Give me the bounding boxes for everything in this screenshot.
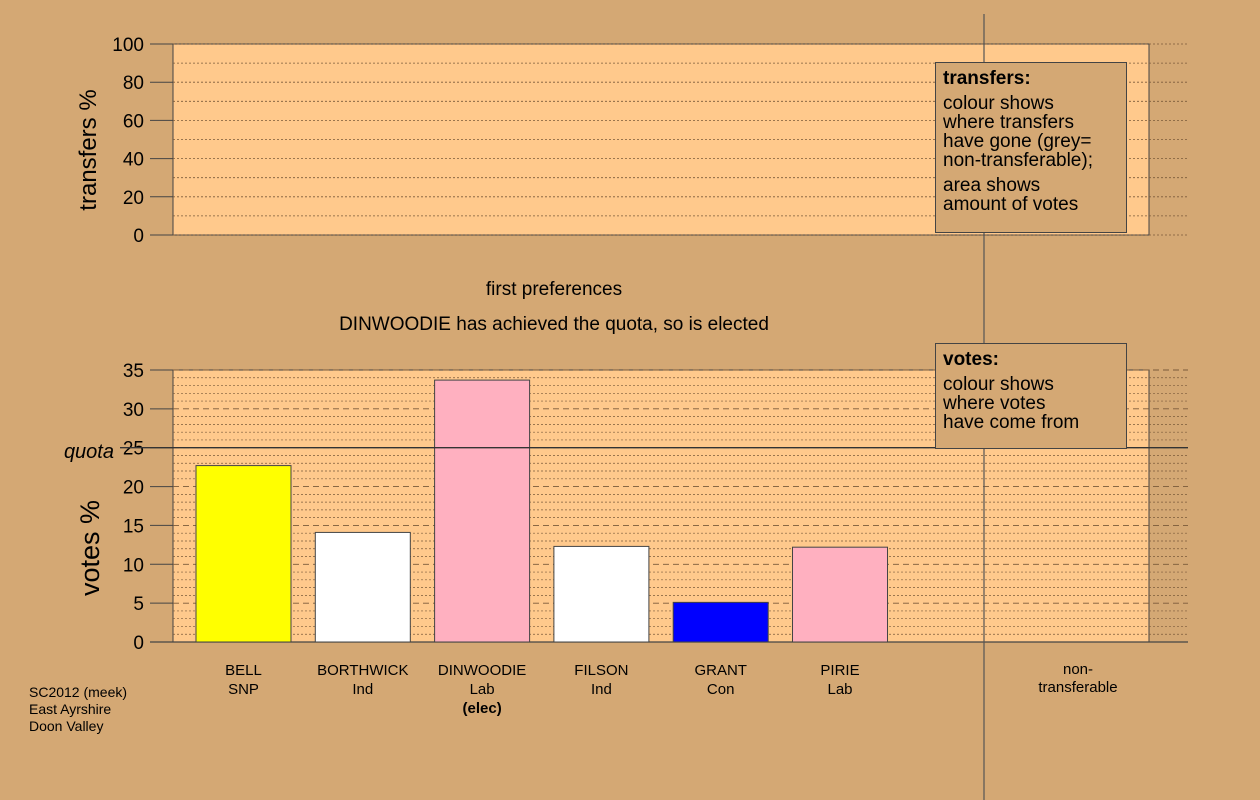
chart-title: DINWOODIE has achieved the quota, so is … — [339, 314, 769, 335]
votes-y-tick-label: 30 — [123, 400, 144, 421]
transfers-legend: transfers: colour shows where transfers … — [935, 62, 1127, 233]
votes-legend-title: votes: — [943, 349, 999, 370]
x-label-party: SNP — [228, 681, 259, 698]
source-line-2: East Ayrshire — [29, 701, 112, 717]
chart-subtitle: first preferences — [485, 279, 623, 300]
transfers-y-tick-label: 0 — [133, 226, 144, 247]
x-label-candidate: DINWOODIE — [438, 662, 526, 679]
x-label-elected: (elec) — [463, 700, 502, 717]
x-label-party: Ind — [591, 681, 612, 698]
x-label-party: Con — [707, 681, 735, 698]
source-line-3: Doon Valley — [29, 718, 104, 734]
source-note: SC2012 (meek) East Ayrshire Doon Valley — [29, 684, 127, 735]
x-label-candidate: BORTHWICK — [317, 662, 408, 679]
transfers-y-tick-label: 80 — [123, 73, 144, 94]
votes-y-tick-label: 15 — [123, 516, 144, 537]
votes-y-tick-label: 10 — [123, 555, 144, 576]
bar-filson — [553, 545, 650, 643]
transfers-y-tick-label: 60 — [123, 111, 144, 132]
transfers-legend-text-2: area shows amount of votes — [943, 175, 1079, 215]
votes-y-tick-label: 0 — [133, 633, 144, 654]
x-label-candidate: BELL — [225, 662, 262, 679]
bar-grant — [672, 601, 769, 643]
transfers-y-tick-label: 100 — [112, 35, 144, 56]
votes-legend-text: colour shows where votes have come from — [943, 374, 1080, 433]
bar-pirie — [792, 546, 888, 643]
x-label-party: Ind — [352, 681, 373, 698]
votes-legend: votes: colour shows where votes have com… — [935, 343, 1127, 449]
bar-borthwick — [314, 531, 411, 643]
votes-y-tick-label: 5 — [133, 594, 144, 615]
bar-dinwoodie — [434, 379, 531, 643]
nontransferable-label: non- transferable — [1038, 661, 1118, 696]
x-label-candidate: FILSON — [574, 662, 628, 679]
top-y-axis-label: transfers % — [75, 89, 102, 210]
x-label-candidate: GRANT — [694, 662, 747, 679]
votes-y-tick-label: 35 — [123, 361, 144, 382]
votes-y-tick-label: 20 — [123, 478, 144, 499]
votes-y-tick-label: 25 — [123, 439, 144, 460]
x-label-candidate: PIRIE — [820, 662, 859, 679]
transfers-y-tick-label: 40 — [123, 150, 144, 171]
x-label-party: Lab — [470, 681, 495, 698]
transfers-y-tick-label: 20 — [123, 188, 144, 209]
x-label-party: Lab — [827, 681, 852, 698]
source-line-1: SC2012 (meek) — [29, 684, 128, 700]
quota-label: quota — [64, 441, 114, 463]
transfers-legend-text-1: colour shows where transfers have gone (… — [943, 93, 1093, 171]
bar-bell — [195, 465, 292, 643]
bottom-y-axis-label: votes % — [75, 500, 105, 596]
transfers-legend-title: transfers: — [943, 68, 1031, 89]
